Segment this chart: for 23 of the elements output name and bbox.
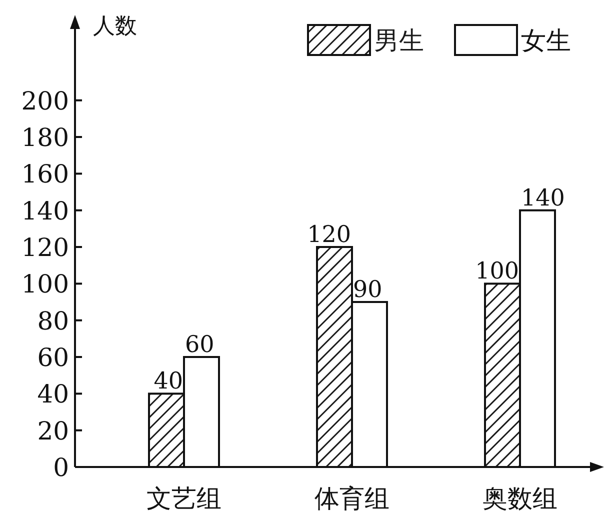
- y-tick-label: 140: [21, 196, 69, 226]
- data-label: 40: [154, 368, 183, 395]
- x-tick-label: 体育组: [314, 484, 390, 513]
- y-tick-label: 180: [21, 123, 69, 152]
- y-tick-label: 160: [21, 160, 69, 189]
- legend-label: 女生: [521, 26, 571, 55]
- data-label: 120: [307, 222, 351, 248]
- y-tick-label: 80: [37, 306, 69, 336]
- y-tick-label: 200: [21, 86, 69, 116]
- y-tick-label: 60: [37, 343, 69, 372]
- data-label: 100: [475, 258, 519, 285]
- data-label: 60: [185, 332, 214, 358]
- y-tick-label: 40: [37, 380, 69, 409]
- x-tick-label: 文艺组: [146, 484, 222, 513]
- y-tick-label: 20: [37, 416, 69, 446]
- y-tick-label: 0: [53, 453, 69, 482]
- y-tick-label: 120: [21, 233, 69, 262]
- y-tick-label: 100: [21, 270, 69, 299]
- legend-label: 男生: [374, 26, 424, 55]
- data-label: 90: [353, 277, 382, 303]
- x-tick-label: 奥数组: [482, 484, 558, 513]
- y-axis-title: 人数: [93, 14, 137, 39]
- data-label: 140: [521, 185, 565, 212]
